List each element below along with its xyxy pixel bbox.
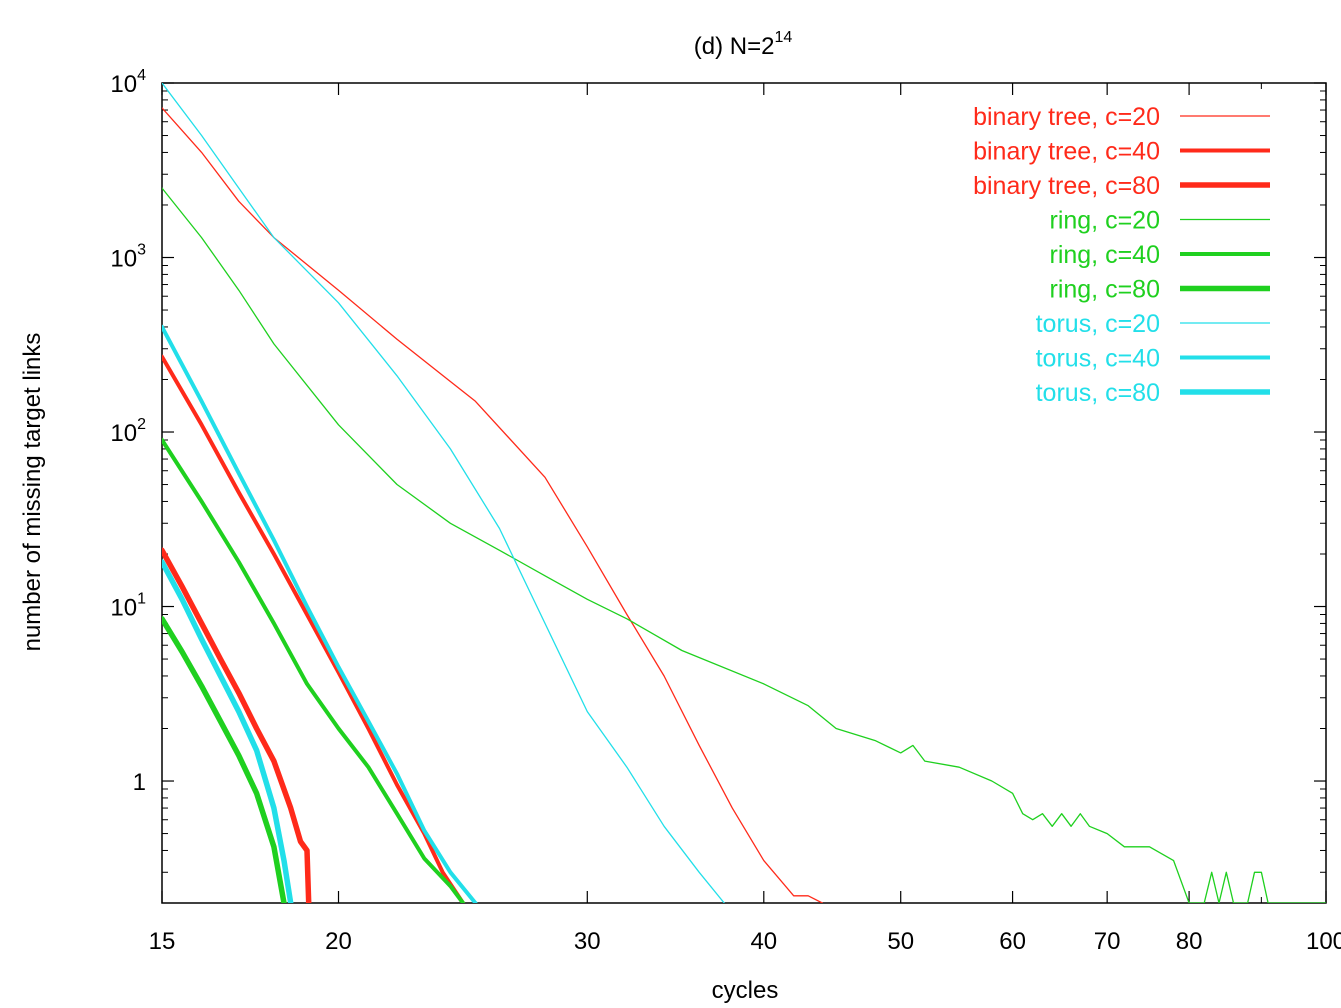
legend-label: ring, c=20 [1050, 207, 1161, 235]
plot-area: 15 20 30 40 50 60 70 80 100 1 101 102 103 104 binary t… [110, 67, 1341, 955]
x-tick-label: 100 [1306, 928, 1341, 955]
x-tick-label: 50 [887, 928, 914, 955]
legend-label: ring, c=80 [1050, 276, 1161, 304]
x-tick-label: 15 [149, 928, 176, 955]
legend-label: binary tree, c=40 [973, 138, 1160, 166]
series-line-8 [162, 324, 478, 903]
legend-label: torus, c=20 [1036, 310, 1160, 338]
series-line-7 [162, 83, 725, 903]
plot-frame [161, 82, 1327, 904]
legend-label: binary tree, c=20 [973, 103, 1160, 131]
y-tick-label: 103 [110, 242, 146, 273]
series-line-9 [162, 559, 294, 903]
y-tick-label: 101 [110, 591, 146, 622]
x-tick-label: 80 [1176, 928, 1203, 955]
legend-label: ring, c=40 [1050, 241, 1161, 269]
x-tick-label: 30 [574, 928, 601, 955]
chart-title: (d) N=214 [694, 29, 793, 60]
series-line-2 [162, 354, 465, 903]
y-tick-label: 102 [110, 416, 146, 447]
x-tick-label: 40 [750, 928, 777, 955]
series-line-3 [162, 547, 312, 903]
legend-label: binary tree, c=80 [973, 172, 1160, 200]
x-tick-label: 70 [1094, 928, 1121, 955]
x-tick-label: 20 [325, 928, 352, 955]
legend: binary tree, c=20 binary tree, c=40 binary… [973, 103, 1270, 407]
series-lines [162, 83, 1326, 903]
y-axis-label: number of missing target links [19, 333, 46, 652]
legend-label: torus, c=40 [1036, 345, 1160, 373]
y-tick-label: 1 [133, 769, 146, 796]
y-tick-label: 104 [110, 67, 146, 98]
legend-label: torus, c=80 [1036, 379, 1160, 407]
x-axis-label: cycles [712, 977, 779, 1004]
series-line-6 [162, 616, 287, 903]
x-tick-label: 60 [999, 928, 1026, 955]
series-line-5 [162, 438, 465, 903]
series-line-1 [162, 107, 823, 903]
